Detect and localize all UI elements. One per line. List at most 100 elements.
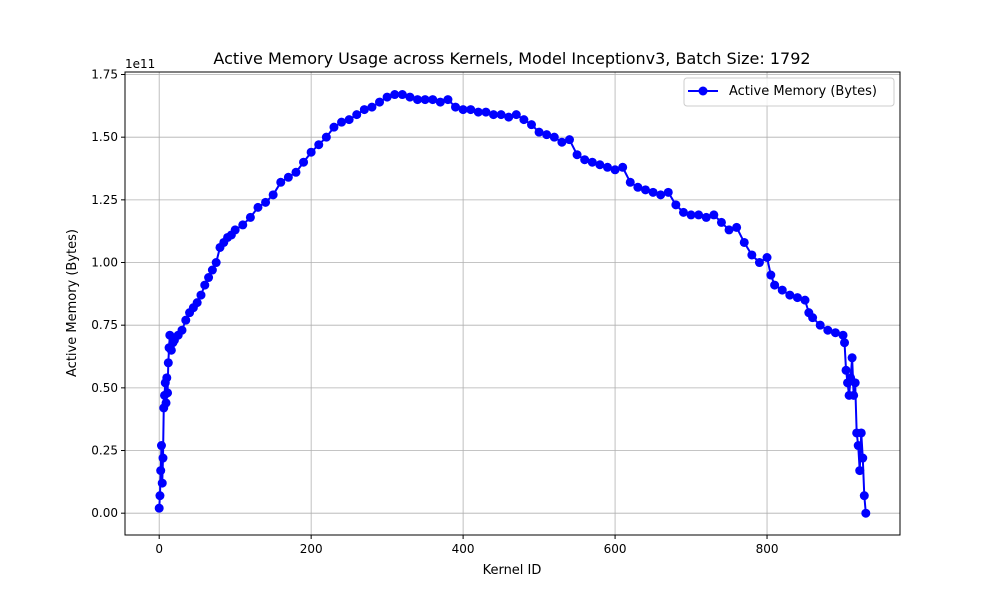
data-point bbox=[595, 160, 605, 170]
data-point bbox=[724, 225, 734, 235]
data-point bbox=[230, 225, 240, 235]
data-point bbox=[830, 328, 840, 338]
data-point bbox=[527, 120, 536, 130]
data-point bbox=[352, 110, 362, 120]
data-point bbox=[853, 441, 863, 451]
data-point bbox=[678, 207, 688, 217]
x-tick-label: 200 bbox=[300, 542, 323, 556]
data-point bbox=[261, 197, 271, 207]
data-point bbox=[466, 105, 476, 115]
y-axis-label: Active Memory (Bytes) bbox=[65, 229, 80, 377]
data-point bbox=[739, 237, 749, 247]
y-offset-label: 1e11 bbox=[125, 57, 155, 71]
data-point bbox=[587, 157, 597, 167]
data-point bbox=[663, 187, 673, 197]
data-point bbox=[694, 210, 704, 220]
plot-frame bbox=[124, 71, 901, 536]
data-point bbox=[511, 110, 521, 120]
data-point bbox=[686, 210, 696, 220]
y-axis-ticks: 0.00 0.25 0.50 0.75 1.00 1.25 1.50 1.75 bbox=[91, 68, 125, 520]
data-point bbox=[157, 478, 167, 488]
y-tick-label: 0.75 bbox=[91, 318, 118, 332]
data-point bbox=[337, 117, 347, 127]
data-point bbox=[314, 140, 324, 150]
x-tick-label: 600 bbox=[604, 542, 627, 556]
grid-layer bbox=[125, 72, 900, 535]
data-point bbox=[156, 466, 166, 476]
data-point bbox=[451, 102, 461, 112]
data-point bbox=[701, 212, 711, 222]
data-point bbox=[443, 95, 453, 105]
data-point bbox=[405, 92, 415, 102]
data-point bbox=[473, 107, 483, 117]
data-point bbox=[200, 280, 210, 290]
x-tick-label: 800 bbox=[756, 542, 779, 556]
data-point bbox=[855, 466, 865, 476]
data-point bbox=[640, 185, 650, 195]
y-tick-label: 1.75 bbox=[91, 68, 118, 82]
data-point bbox=[618, 162, 628, 172]
data-point bbox=[166, 345, 176, 355]
data-point bbox=[785, 290, 795, 300]
data-point bbox=[253, 202, 263, 212]
data-point bbox=[602, 162, 612, 172]
data-point bbox=[858, 453, 868, 463]
data-point bbox=[359, 105, 369, 115]
data-point bbox=[155, 491, 165, 501]
x-tick-label: 0 bbox=[155, 542, 163, 556]
data-point bbox=[181, 315, 191, 325]
data-point bbox=[458, 105, 468, 115]
data-point bbox=[656, 190, 666, 200]
data-point bbox=[732, 222, 742, 232]
legend: Active Memory (Bytes) bbox=[683, 77, 895, 107]
data-point bbox=[671, 200, 681, 210]
data-point bbox=[496, 110, 506, 120]
data-point bbox=[800, 295, 810, 305]
data-point bbox=[542, 130, 552, 140]
data-point bbox=[489, 110, 498, 120]
data-point bbox=[420, 95, 430, 105]
data-point bbox=[580, 155, 590, 165]
data-point bbox=[397, 90, 407, 100]
data-point bbox=[413, 95, 423, 105]
x-tick-label: 400 bbox=[452, 542, 475, 556]
data-point bbox=[766, 270, 776, 280]
data-point bbox=[163, 358, 173, 368]
data-point bbox=[321, 132, 331, 142]
data-point bbox=[192, 298, 202, 308]
data-point bbox=[754, 258, 764, 268]
y-tick-label: 1.50 bbox=[91, 130, 118, 144]
data-point bbox=[808, 313, 818, 323]
data-point bbox=[823, 325, 833, 335]
y-tick-label: 0.00 bbox=[91, 506, 118, 520]
data-point bbox=[856, 428, 866, 438]
data-point bbox=[777, 285, 787, 295]
data-point bbox=[850, 378, 860, 388]
legend-marker-swatch bbox=[698, 86, 708, 96]
data-point bbox=[610, 165, 620, 175]
data-point bbox=[747, 250, 757, 260]
data-point bbox=[238, 220, 248, 230]
data-point bbox=[840, 338, 850, 348]
data-point bbox=[329, 122, 339, 132]
data-point bbox=[534, 127, 544, 137]
data-point bbox=[177, 325, 187, 335]
data-point bbox=[625, 177, 635, 187]
data-point bbox=[481, 107, 491, 117]
data-point bbox=[196, 290, 206, 300]
data-point bbox=[162, 373, 172, 383]
data-point bbox=[207, 265, 217, 275]
data-point bbox=[268, 190, 278, 200]
data-point bbox=[861, 508, 871, 518]
data-point bbox=[161, 398, 171, 408]
data-point bbox=[276, 177, 286, 187]
data-point bbox=[382, 92, 392, 102]
data-point bbox=[291, 167, 301, 177]
x-axis-ticks: 0 200 400 600 800 bbox=[155, 535, 778, 556]
data-point bbox=[633, 182, 643, 192]
data-point bbox=[709, 210, 719, 220]
data-point bbox=[156, 441, 166, 451]
data-point bbox=[549, 132, 559, 142]
